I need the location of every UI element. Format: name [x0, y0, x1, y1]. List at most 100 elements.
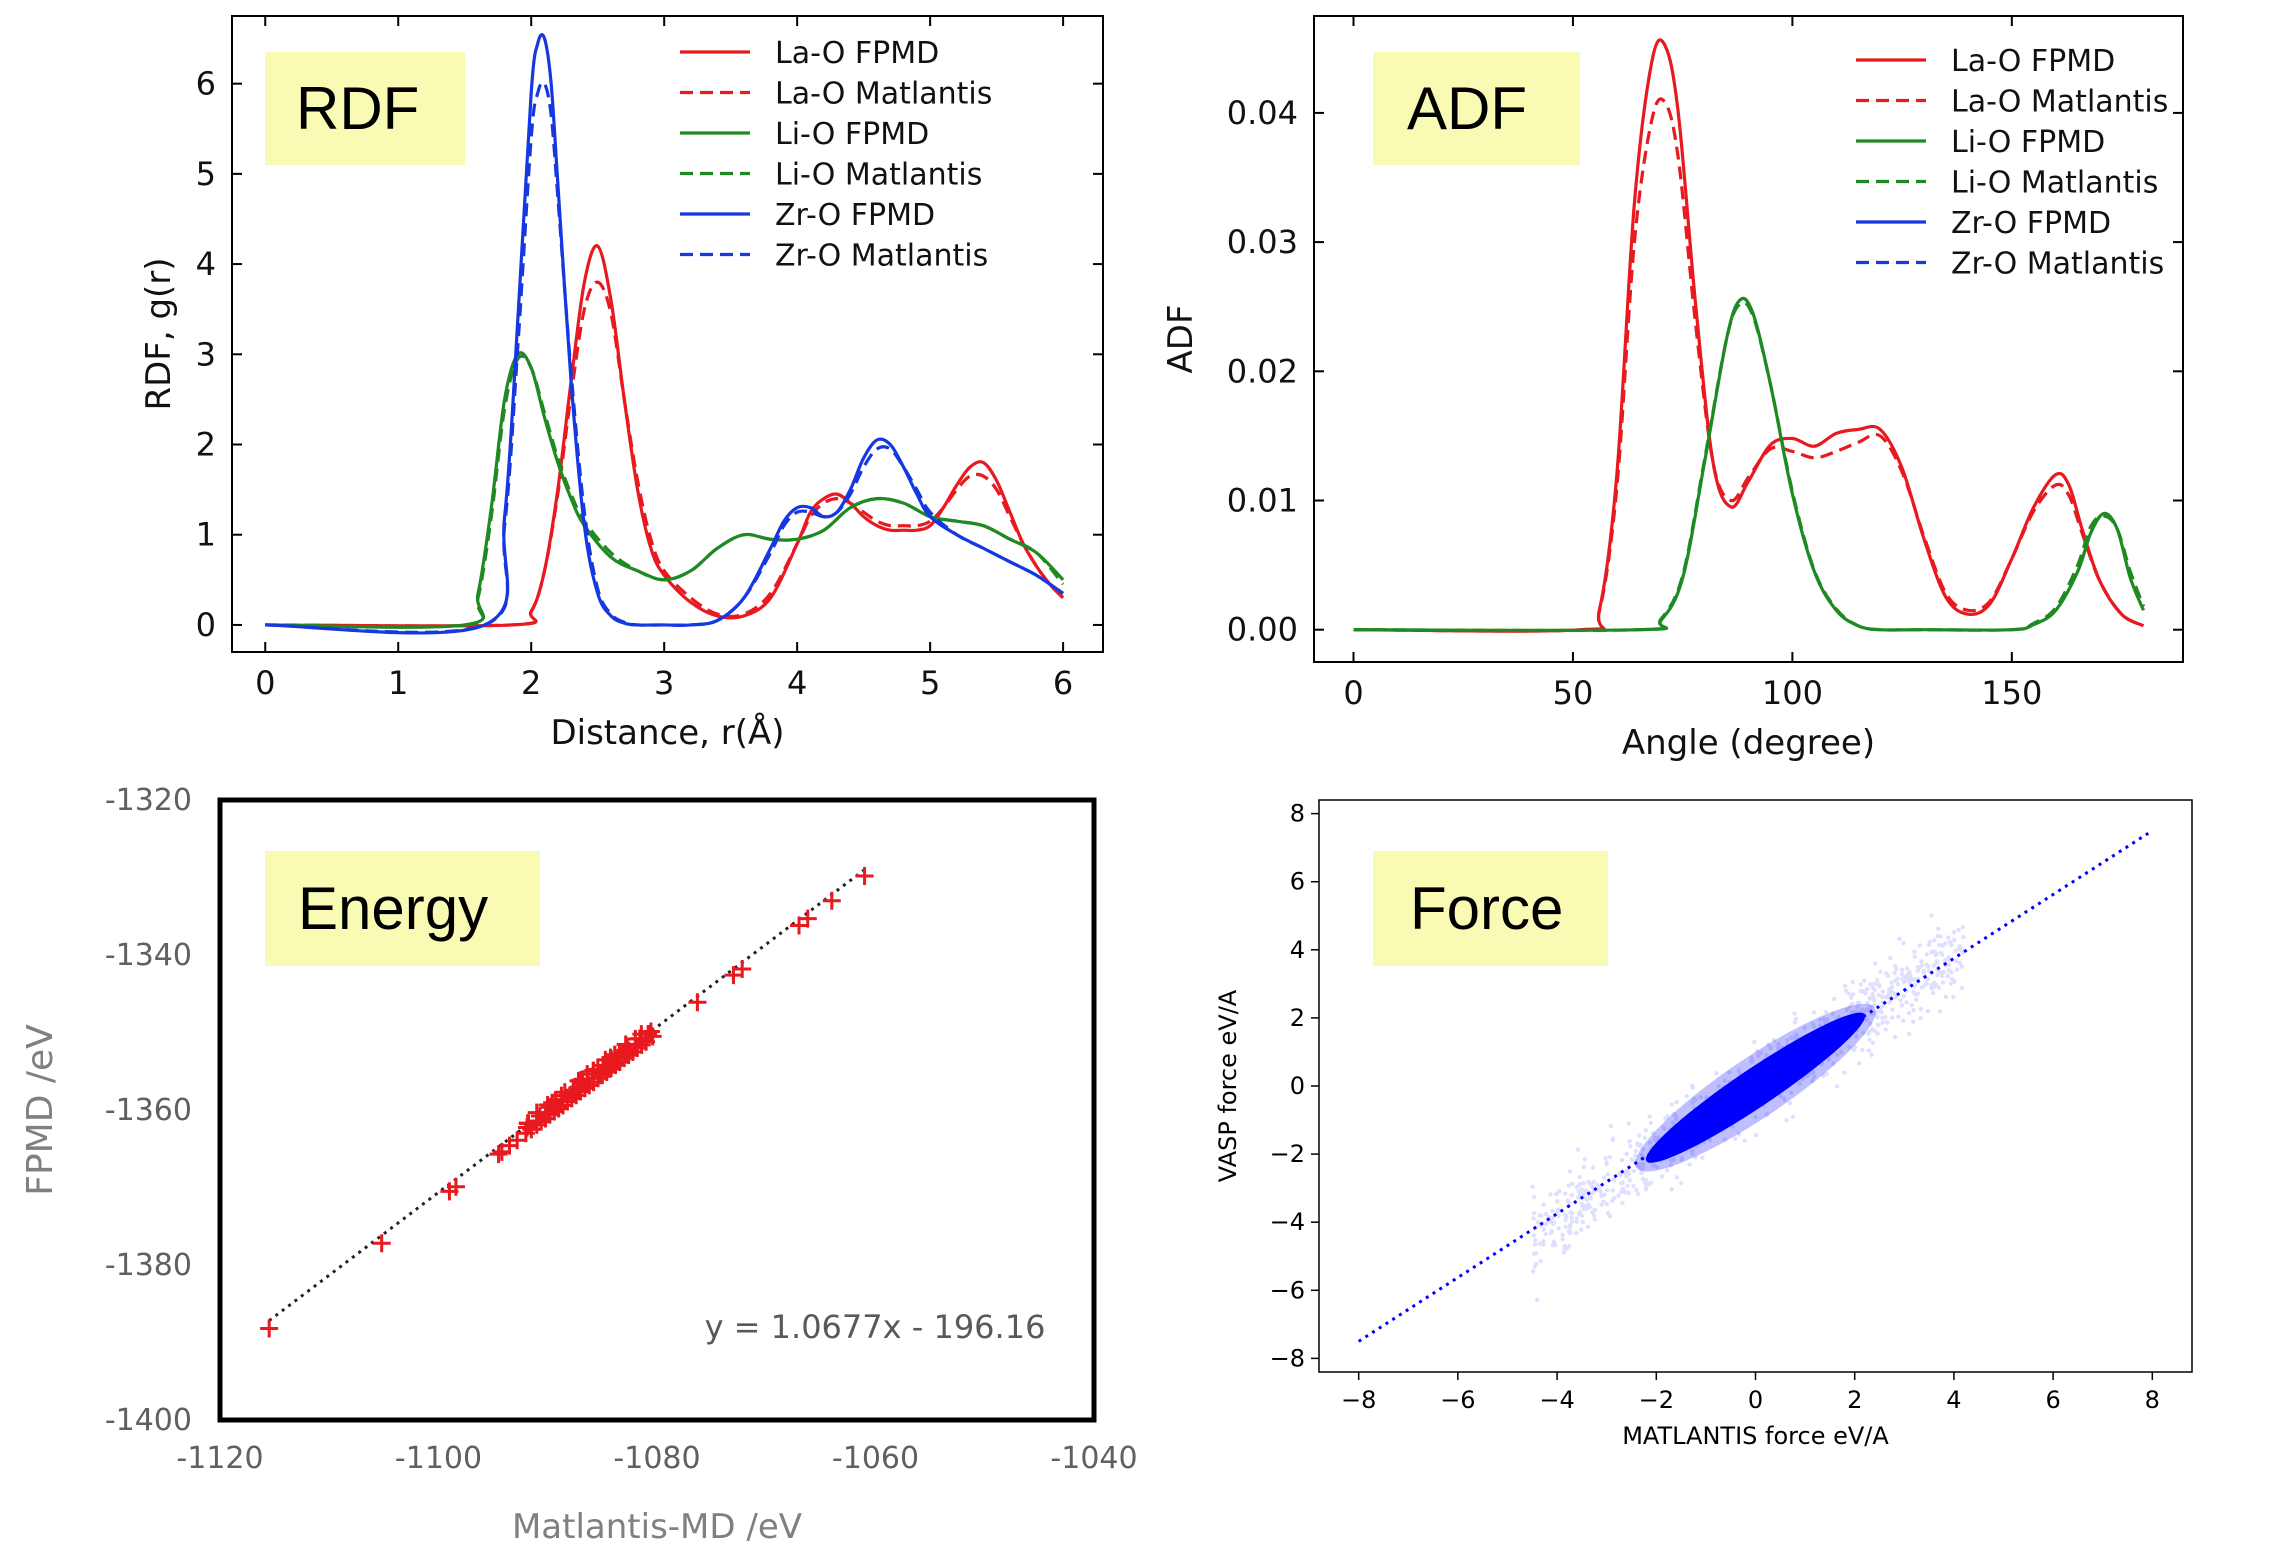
force-point [1945, 974, 1950, 979]
force-point [1936, 942, 1942, 948]
force-point [1939, 973, 1945, 979]
force-point [1644, 1184, 1649, 1189]
rdf-legend-label-zr-o-matlantis: Zr-O Matlantis [775, 239, 988, 274]
force-point [1931, 980, 1937, 985]
adf-tag: ADF [1407, 75, 1527, 142]
force-point [1576, 1211, 1582, 1217]
force-point [1533, 1251, 1539, 1256]
rdf-series-li-o-fpmd [265, 351, 1065, 629]
force-point [1863, 1008, 1869, 1013]
force-point [1627, 1139, 1632, 1144]
force-point [1577, 1211, 1582, 1217]
force-point [1818, 1017, 1823, 1022]
force-point [1870, 1027, 1875, 1032]
force-point [1921, 984, 1926, 989]
force-point [1869, 1052, 1874, 1058]
force-point [1946, 962, 1952, 968]
force-point [1919, 985, 1925, 990]
force-point [1626, 1171, 1631, 1177]
force-point [1601, 1175, 1607, 1180]
force-point [1620, 1180, 1625, 1185]
force-point [1854, 1034, 1859, 1039]
rdf-ytick-label: 0 [196, 606, 216, 644]
force-point [1900, 976, 1905, 982]
force-point [1870, 1040, 1876, 1045]
force-point [1579, 1227, 1584, 1232]
force-point [1604, 1187, 1610, 1193]
force-point [1821, 1073, 1826, 1078]
force-point [1954, 958, 1959, 964]
force-point [1549, 1229, 1554, 1234]
force-point [1648, 1120, 1654, 1126]
force-point [1911, 1019, 1916, 1024]
force-point [1875, 977, 1880, 983]
force-point [1884, 1019, 1890, 1024]
force-point [1590, 1184, 1595, 1190]
force-point [1888, 955, 1893, 961]
force-point [1765, 1111, 1770, 1117]
force-point [1563, 1217, 1568, 1223]
force-point [1548, 1230, 1553, 1236]
adf-xlabel: Angle (degree) [1622, 723, 1875, 763]
force-point [1579, 1213, 1585, 1218]
force-point [1873, 1012, 1878, 1018]
force-point [1883, 1014, 1888, 1020]
force-point [1934, 982, 1939, 988]
force-point [1850, 979, 1855, 985]
adf-series-li-o-fpmd [1353, 296, 2145, 632]
force-point [1652, 1163, 1657, 1168]
force-point [1635, 1141, 1640, 1146]
rdf-ytick-label: 2 [196, 426, 216, 464]
force-point [1850, 992, 1856, 997]
force-point [1890, 1015, 1895, 1020]
force-point [1570, 1181, 1575, 1187]
force-point [1622, 1189, 1627, 1194]
force-point [1736, 1068, 1742, 1073]
force-point [1566, 1244, 1572, 1249]
rdf-plot-frame [231, 15, 1104, 653]
force-point [1589, 1191, 1594, 1196]
force-point [1870, 992, 1875, 997]
force-point [1544, 1221, 1549, 1227]
force-point [1647, 1140, 1653, 1145]
force-point [1581, 1206, 1587, 1211]
energy-xtick-label: -1040 [1050, 1441, 1137, 1476]
force-tag: Force [1410, 875, 1564, 942]
force-point [1624, 1151, 1629, 1157]
force-point [1625, 1183, 1630, 1188]
force-point [1631, 1168, 1636, 1174]
force-point [1863, 991, 1868, 996]
force-point [1568, 1222, 1573, 1228]
force-point [1952, 937, 1957, 943]
force-point [1956, 946, 1962, 951]
force-point [1893, 964, 1898, 969]
force-point [1556, 1225, 1561, 1231]
force-point [1871, 1003, 1877, 1008]
rdf-legend-label-la-o-fpmd: La-O FPMD [775, 36, 939, 71]
force-point [1608, 1123, 1614, 1129]
force-point [1582, 1204, 1588, 1210]
force-point [1925, 964, 1931, 969]
force-point [1541, 1227, 1546, 1232]
force-point [1582, 1157, 1587, 1162]
force-ytick-label: 2 [1290, 1004, 1305, 1032]
force-point [1842, 983, 1848, 989]
rdf-tag: RDF [296, 75, 420, 142]
force-point [1960, 925, 1966, 930]
energy-point [798, 909, 817, 928]
force-point [1810, 1021, 1815, 1027]
force-point [1802, 1025, 1807, 1030]
force-point [1929, 949, 1934, 955]
energy-point [605, 1045, 624, 1064]
force-point [1617, 1170, 1622, 1176]
adf-series-la-o-fpmd [1353, 38, 2145, 633]
adf-series-group [1353, 38, 2145, 633]
force-point [1753, 1132, 1759, 1138]
force-point [1638, 1142, 1644, 1148]
force-point [1867, 1037, 1872, 1042]
force-point [1792, 1011, 1797, 1016]
force-point [1796, 1081, 1802, 1086]
force-point [1561, 1250, 1567, 1255]
force-point [1938, 950, 1944, 956]
adf-legend-label-la-o-matlantis: La-O Matlantis [1951, 85, 2168, 120]
